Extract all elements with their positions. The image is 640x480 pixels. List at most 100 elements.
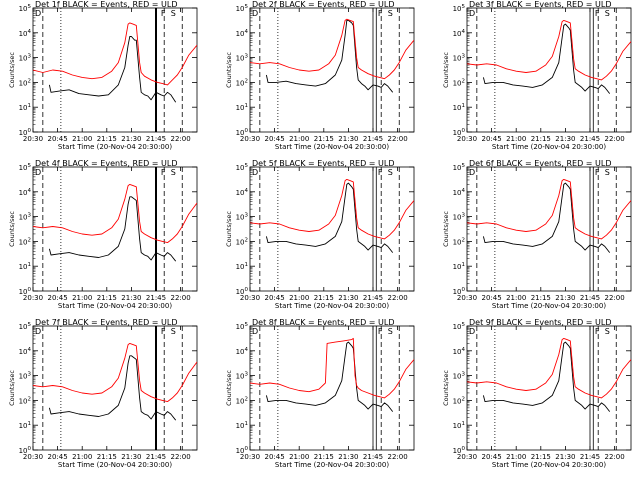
panel-data (467, 167, 631, 291)
x-tick-label: 21:15 (314, 294, 334, 302)
panel-title: Det 9f BLACK = Events, RED = ULD (469, 318, 612, 327)
y-tick-label: 102 (453, 396, 465, 405)
x-tick-label: 20:30 (457, 294, 477, 302)
panel-title: Det 8f BLACK = Events, RED = ULD (252, 318, 395, 327)
corner-label-d: D (35, 168, 41, 177)
y-axis-label: Counts/sec (442, 370, 450, 406)
corner-label-f: F (595, 9, 600, 18)
corner-label-s: S (388, 168, 393, 177)
x-tick-label: 22:00 (605, 453, 625, 461)
x-tick-label: 20:45 (48, 453, 68, 461)
events-series-line (265, 341, 394, 412)
y-tick-label: 103 (236, 213, 249, 222)
y-tick-label: 101 (236, 103, 248, 112)
x-tick-label: 21:00 (72, 135, 92, 143)
y-tick-label: 101 (453, 421, 465, 430)
corner-label-f: F (595, 168, 600, 177)
corner-label-d: D (35, 9, 41, 18)
uld-series-line (250, 337, 414, 399)
y-axis-label: Counts/sec (8, 211, 16, 247)
x-tick-label: 21:00 (289, 453, 309, 461)
x-tick-label: 22:00 (388, 294, 408, 302)
y-tick-label: 100 (453, 287, 466, 296)
corner-label-s: S (171, 168, 176, 177)
detector-panel: Det 1f BLACK = Events, RED = ULD 20:30 20:… (8, 0, 198, 151)
x-tick-label: 20:30 (240, 453, 260, 461)
panel-title: Det 3f BLACK = Events, RED = ULD (469, 0, 612, 9)
y-tick-label: 105 (236, 4, 249, 13)
x-tick-label: 20:30 (240, 135, 260, 143)
detector-panel: Det 8f BLACK = Events, RED = ULD 20:30 20:… (225, 318, 415, 469)
x-tick-label: 21:15 (97, 135, 117, 143)
x-tick-label: 21:30 (338, 135, 358, 143)
x-tick-label: 20:45 (265, 294, 285, 302)
y-tick-label: 104 (19, 188, 32, 197)
y-tick-label: 100 (236, 287, 249, 296)
events-series-line (48, 36, 177, 103)
detector-panel: Det 4f BLACK = Events, RED = ULD 20:30 20:… (8, 159, 198, 310)
y-axis-label: Counts/sec (442, 211, 450, 247)
corner-label-s: S (605, 9, 610, 18)
events-series-line (265, 19, 394, 93)
x-tick-label: 21:15 (531, 294, 551, 302)
y-axis-label: Counts/sec (225, 211, 233, 247)
x-tick-label: 20:30 (457, 135, 477, 143)
x-axis-label: Start Time (20-Nov-04 20:30:00) (492, 302, 606, 310)
x-tick-label: 21:30 (555, 294, 575, 302)
y-tick-label: 102 (236, 237, 248, 246)
x-tick-label: 21:00 (289, 135, 309, 143)
x-tick-label: 20:45 (482, 453, 502, 461)
x-tick-label: 21:15 (531, 135, 551, 143)
y-tick-label: 104 (236, 347, 249, 356)
y-tick-label: 100 (453, 128, 466, 137)
y-tick-label: 104 (453, 188, 466, 197)
x-tick-label: 21:45 (363, 135, 383, 143)
x-axis-label: Start Time (20-Nov-04 20:30:00) (492, 143, 606, 151)
x-tick-label: 21:30 (555, 453, 575, 461)
y-axis-label: Counts/sec (8, 52, 16, 88)
corner-label-s: S (388, 327, 393, 336)
y-tick-label: 103 (19, 372, 32, 381)
corner-label-s: S (388, 9, 393, 18)
x-tick-label: 21:15 (97, 294, 117, 302)
x-tick-label: 21:45 (363, 453, 383, 461)
corner-label-d: D (469, 168, 475, 177)
x-tick-label: 22:00 (605, 294, 625, 302)
x-tick-label: 21:15 (97, 453, 117, 461)
y-tick-label: 105 (19, 322, 32, 331)
detector-panel: Det 6f BLACK = Events, RED = ULD 20:30 20:… (442, 159, 632, 310)
x-tick-label: 21:45 (580, 135, 600, 143)
x-tick-label: 21:00 (72, 453, 92, 461)
y-tick-label: 101 (236, 421, 248, 430)
x-tick-label: 21:00 (506, 294, 526, 302)
plot-frame (249, 166, 415, 292)
x-tick-label: 22:00 (171, 135, 191, 143)
panel-data (467, 326, 631, 450)
y-tick-label: 103 (453, 213, 466, 222)
y-tick-label: 103 (19, 213, 32, 222)
x-tick-label: 21:45 (146, 294, 166, 302)
y-tick-label: 105 (236, 322, 249, 331)
x-tick-label: 21:45 (146, 135, 166, 143)
uld-series-line (467, 178, 631, 240)
corner-label-d: D (469, 327, 475, 336)
y-axis-label: Counts/sec (8, 370, 16, 406)
panel-title: Det 2f BLACK = Events, RED = ULD (252, 0, 395, 9)
events-series-line (48, 355, 177, 421)
y-tick-label: 104 (453, 29, 466, 38)
x-tick-label: 20:45 (482, 294, 502, 302)
x-tick-label: 21:45 (363, 294, 383, 302)
x-tick-label: 21:45 (580, 294, 600, 302)
y-tick-label: 101 (19, 421, 31, 430)
x-tick-label: 20:30 (23, 453, 43, 461)
x-tick-label: 20:45 (265, 135, 285, 143)
panel-title: Det 6f BLACK = Events, RED = ULD (469, 159, 612, 168)
x-tick-label: 21:30 (121, 294, 141, 302)
y-tick-label: 103 (453, 372, 466, 381)
x-axis-label: Start Time (20-Nov-04 20:30:00) (58, 302, 172, 310)
y-tick-label: 102 (19, 78, 31, 87)
uld-series-line (467, 337, 631, 399)
x-tick-label: 21:30 (121, 453, 141, 461)
y-tick-label: 101 (453, 103, 465, 112)
